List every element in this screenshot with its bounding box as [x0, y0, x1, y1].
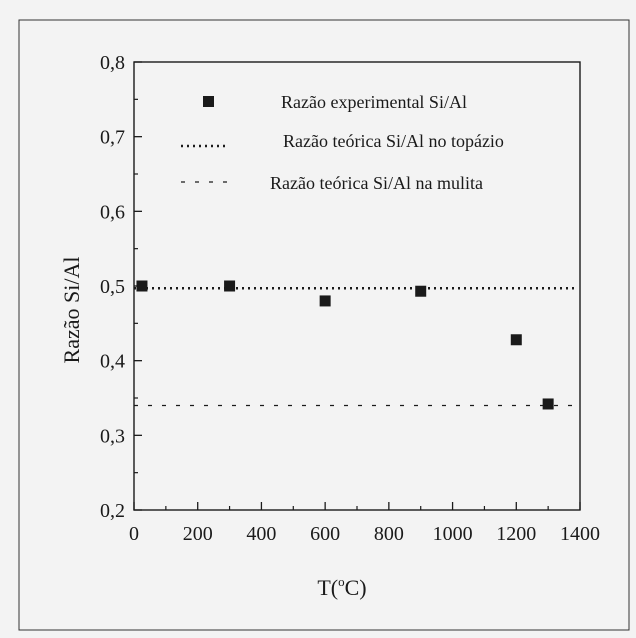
plot-frame: [133, 61, 581, 511]
x-tick-label: 200: [183, 523, 213, 545]
experimental-point: [510, 334, 522, 346]
outer-frame: [18, 19, 630, 631]
experimental-point: [319, 295, 331, 307]
legend: Razão experimental Si/Al Razão teórica S…: [181, 92, 504, 193]
y-tick-label: 0,4: [100, 351, 125, 373]
y-tick-label: 0,8: [100, 52, 125, 74]
x-tick-label: 1400: [560, 523, 600, 545]
x-tick-label: 400: [246, 523, 276, 545]
legend-square-marker: [203, 96, 214, 107]
y-tick-label: 0,2: [100, 500, 125, 522]
experimental-point: [415, 285, 427, 297]
legend-label-mulita: Razão teórica Si/Al na mulita: [270, 173, 483, 193]
y-axis-label: Razão Si/Al: [59, 257, 84, 364]
x-tick-label: 800: [374, 523, 404, 545]
experimental-point: [542, 398, 554, 410]
experimental-point: [224, 280, 236, 292]
x-axis-label: T(oC): [317, 574, 366, 600]
legend-label-experimental: Razão experimental Si/Al: [281, 92, 467, 112]
x-tick-label: 0: [129, 523, 139, 545]
legend-label-topazio: Razão teórica Si/Al no topázio: [283, 131, 504, 151]
y-tick-label: 0,5: [100, 276, 125, 298]
y-tick-label: 0,7: [100, 127, 125, 149]
x-tick-label: 600: [310, 523, 340, 545]
x-tick-label: 1200: [496, 523, 536, 545]
y-tick-label: 0,6: [100, 201, 125, 223]
plot-area: 0,2 0,3 0,4 0,5 0,6 0,7 0,8 0 200 400 600 800 1000 12…: [100, 52, 600, 545]
y-tick-label: 0,3: [100, 425, 125, 447]
experimental-point: [136, 280, 148, 292]
x-tick-label: 1000: [433, 523, 473, 545]
